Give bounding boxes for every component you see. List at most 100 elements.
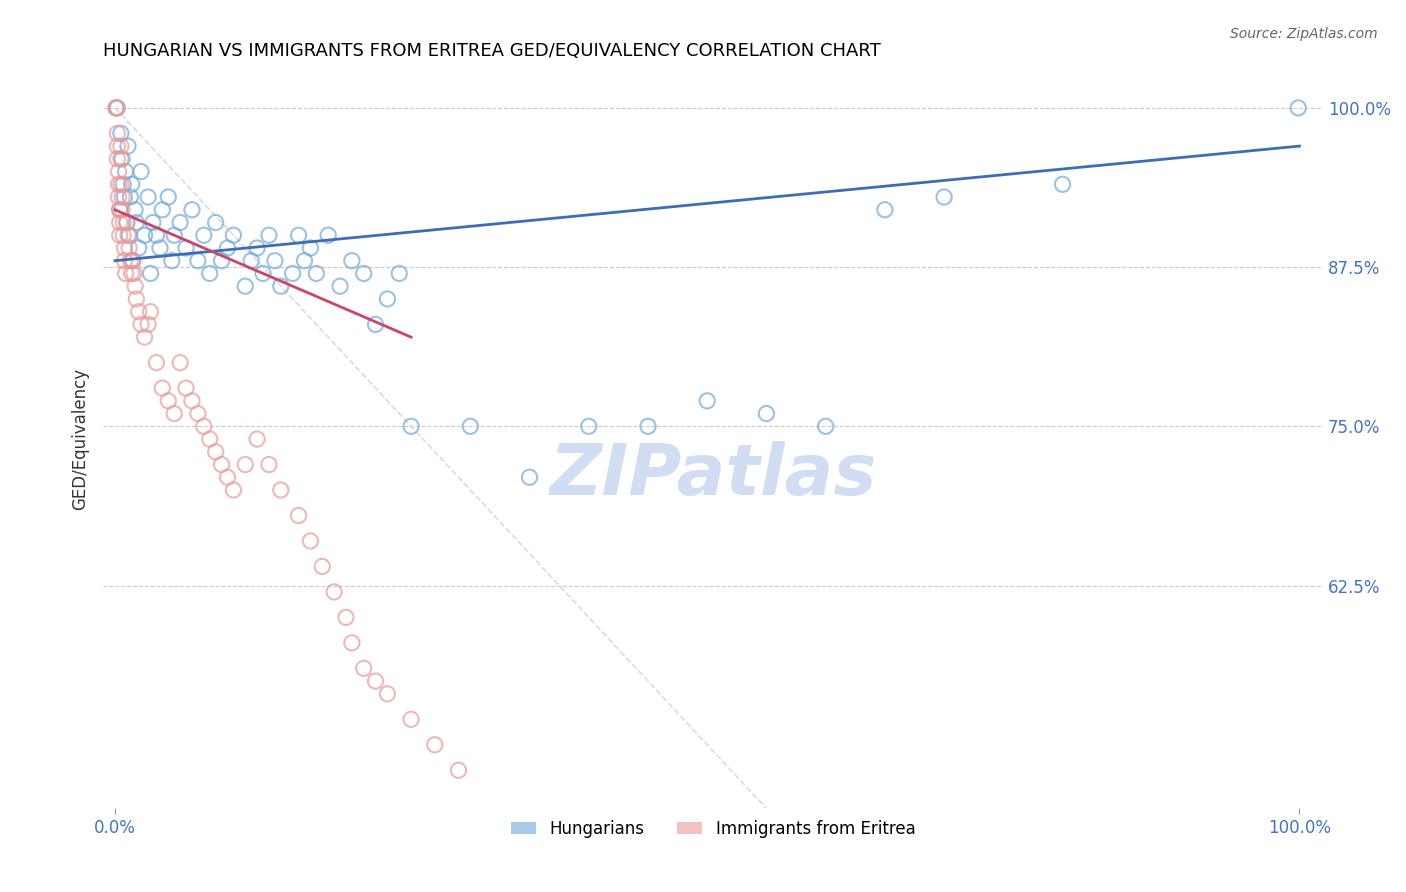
Point bbox=[257, 228, 280, 243]
Point bbox=[157, 190, 180, 204]
Point bbox=[114, 267, 136, 281]
Point bbox=[637, 419, 659, 434]
Point bbox=[124, 279, 146, 293]
Point bbox=[108, 202, 131, 217]
Point bbox=[114, 164, 136, 178]
Point bbox=[145, 228, 167, 243]
Point bbox=[128, 241, 150, 255]
Point bbox=[134, 228, 156, 243]
Point bbox=[233, 458, 256, 472]
Point bbox=[160, 253, 183, 268]
Point bbox=[121, 253, 143, 268]
Point bbox=[110, 152, 132, 166]
Point bbox=[108, 202, 131, 217]
Point bbox=[1286, 101, 1309, 115]
Point bbox=[423, 738, 446, 752]
Point bbox=[169, 356, 191, 370]
Point bbox=[107, 190, 129, 204]
Point bbox=[111, 202, 134, 217]
Point bbox=[246, 432, 269, 446]
Point bbox=[270, 483, 292, 497]
Point bbox=[364, 318, 387, 332]
Point bbox=[157, 393, 180, 408]
Point bbox=[125, 215, 148, 229]
Point bbox=[353, 267, 375, 281]
Point bbox=[107, 178, 129, 192]
Point bbox=[125, 292, 148, 306]
Point bbox=[187, 253, 209, 268]
Point bbox=[873, 202, 896, 217]
Point bbox=[105, 101, 128, 115]
Point bbox=[696, 393, 718, 408]
Point bbox=[252, 267, 274, 281]
Y-axis label: GED/Equivalency: GED/Equivalency bbox=[72, 368, 89, 510]
Point bbox=[115, 215, 138, 229]
Point bbox=[399, 712, 422, 726]
Point bbox=[110, 139, 132, 153]
Point bbox=[340, 636, 363, 650]
Point bbox=[198, 267, 221, 281]
Point bbox=[120, 190, 142, 204]
Point bbox=[163, 228, 186, 243]
Point bbox=[121, 267, 143, 281]
Point bbox=[112, 228, 135, 243]
Point bbox=[294, 253, 316, 268]
Point bbox=[340, 253, 363, 268]
Point bbox=[118, 241, 141, 255]
Point bbox=[117, 139, 139, 153]
Point bbox=[519, 470, 541, 484]
Point bbox=[755, 407, 778, 421]
Point bbox=[174, 381, 197, 395]
Point bbox=[105, 152, 128, 166]
Point bbox=[353, 661, 375, 675]
Point bbox=[111, 190, 134, 204]
Point bbox=[222, 483, 245, 497]
Point bbox=[120, 253, 142, 268]
Legend: Hungarians, Immigrants from Eritrea: Hungarians, Immigrants from Eritrea bbox=[505, 814, 922, 845]
Point bbox=[388, 267, 411, 281]
Point bbox=[377, 292, 399, 306]
Point bbox=[174, 241, 197, 255]
Point bbox=[211, 253, 233, 268]
Point bbox=[181, 202, 204, 217]
Point bbox=[129, 164, 152, 178]
Point bbox=[107, 164, 129, 178]
Point bbox=[181, 393, 204, 408]
Point bbox=[246, 241, 269, 255]
Point bbox=[364, 674, 387, 689]
Point bbox=[399, 419, 422, 434]
Point bbox=[117, 228, 139, 243]
Point bbox=[305, 267, 328, 281]
Point bbox=[299, 533, 322, 548]
Point bbox=[204, 215, 226, 229]
Point bbox=[134, 330, 156, 344]
Point bbox=[150, 202, 173, 217]
Point bbox=[105, 139, 128, 153]
Point bbox=[329, 279, 352, 293]
Point bbox=[114, 253, 136, 268]
Point bbox=[217, 470, 239, 484]
Point bbox=[114, 241, 136, 255]
Point bbox=[118, 228, 141, 243]
Point bbox=[124, 202, 146, 217]
Point bbox=[150, 381, 173, 395]
Point bbox=[270, 279, 292, 293]
Point bbox=[187, 407, 209, 421]
Point bbox=[139, 304, 162, 318]
Point bbox=[149, 241, 172, 255]
Point bbox=[814, 419, 837, 434]
Point bbox=[377, 687, 399, 701]
Point bbox=[142, 215, 165, 229]
Point bbox=[316, 228, 339, 243]
Point bbox=[447, 763, 470, 777]
Point bbox=[932, 190, 955, 204]
Point bbox=[460, 419, 482, 434]
Point bbox=[128, 304, 150, 318]
Point bbox=[217, 241, 239, 255]
Point bbox=[257, 458, 280, 472]
Point bbox=[198, 432, 221, 446]
Point bbox=[193, 419, 215, 434]
Point bbox=[122, 267, 145, 281]
Point bbox=[121, 178, 143, 192]
Point bbox=[222, 228, 245, 243]
